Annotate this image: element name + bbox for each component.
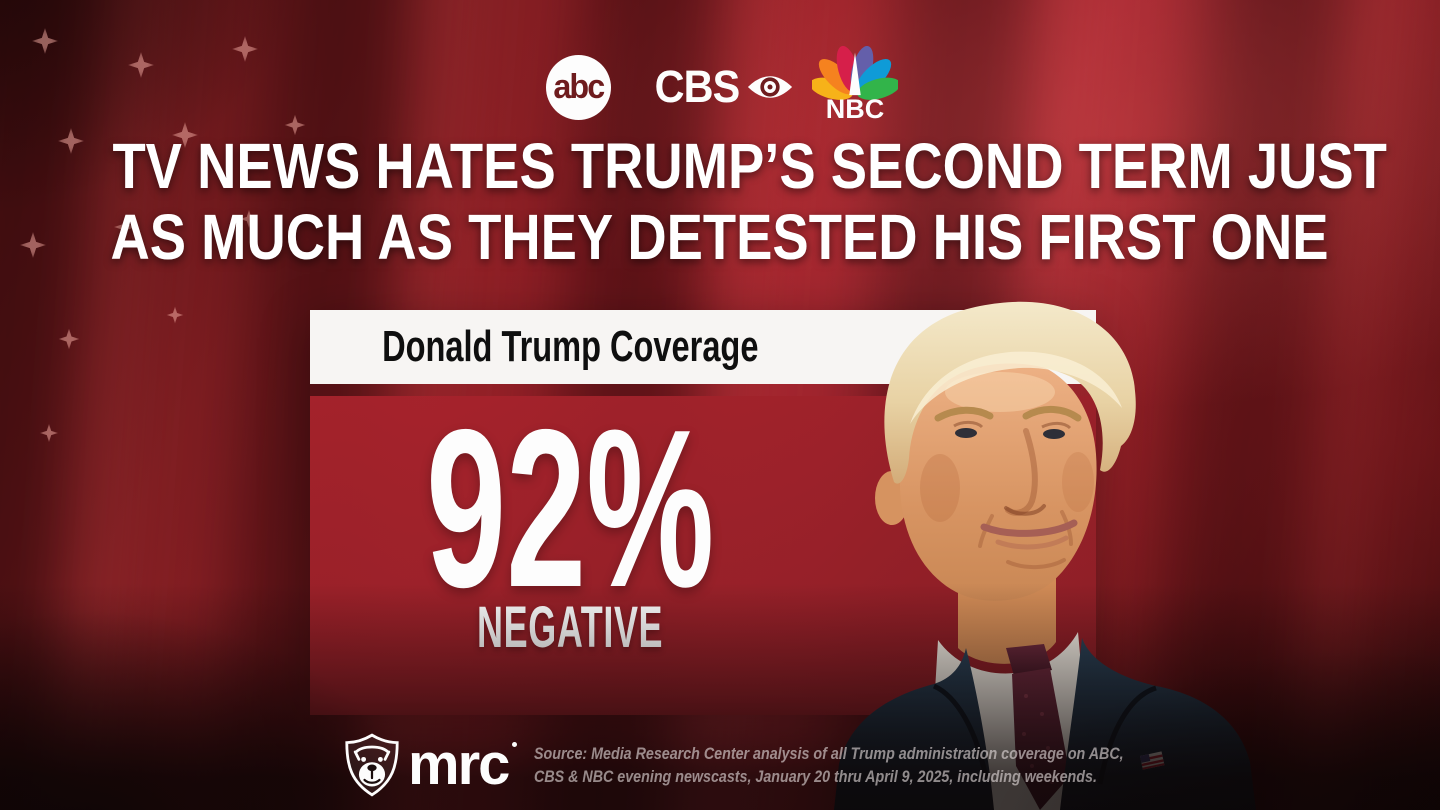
footer: mrc Source: Media Research Center analys… <box>344 733 1236 797</box>
cbs-eye-icon <box>747 75 793 98</box>
nbc-logo: NBC <box>812 46 898 123</box>
nbc-peacock-icon <box>812 46 898 100</box>
source-text-line-2: CBS & NBC evening newscasts, January 20 … <box>534 767 1098 786</box>
source-text: Source: Media Research Center analysis o… <box>534 742 1124 788</box>
nbc-logo-label: NBC <box>825 94 885 124</box>
mrc-bulldog-icon <box>345 733 399 797</box>
cbs-logo: CBS <box>651 64 793 109</box>
source-text-line-1: Source: Media Research Center analysis o… <box>534 744 1125 763</box>
headline: TV NEWS HATES TRUMP’S SECOND TERM JUST A… <box>0 131 1440 273</box>
abc-logo-icon: abc <box>546 55 611 120</box>
cbs-logo-label: CBS <box>654 61 741 112</box>
abc-logo-label: abc <box>553 68 606 106</box>
mrc-logo-label: mrc <box>408 732 518 797</box>
headline-line-1: TV NEWS HATES TRUMP’S SECOND TERM JUST <box>112 130 1387 202</box>
mrc-logo: mrc <box>344 732 518 797</box>
headline-line-2: AS MUCH AS THEY DETESTED HIS FIRST ONE <box>110 201 1330 273</box>
